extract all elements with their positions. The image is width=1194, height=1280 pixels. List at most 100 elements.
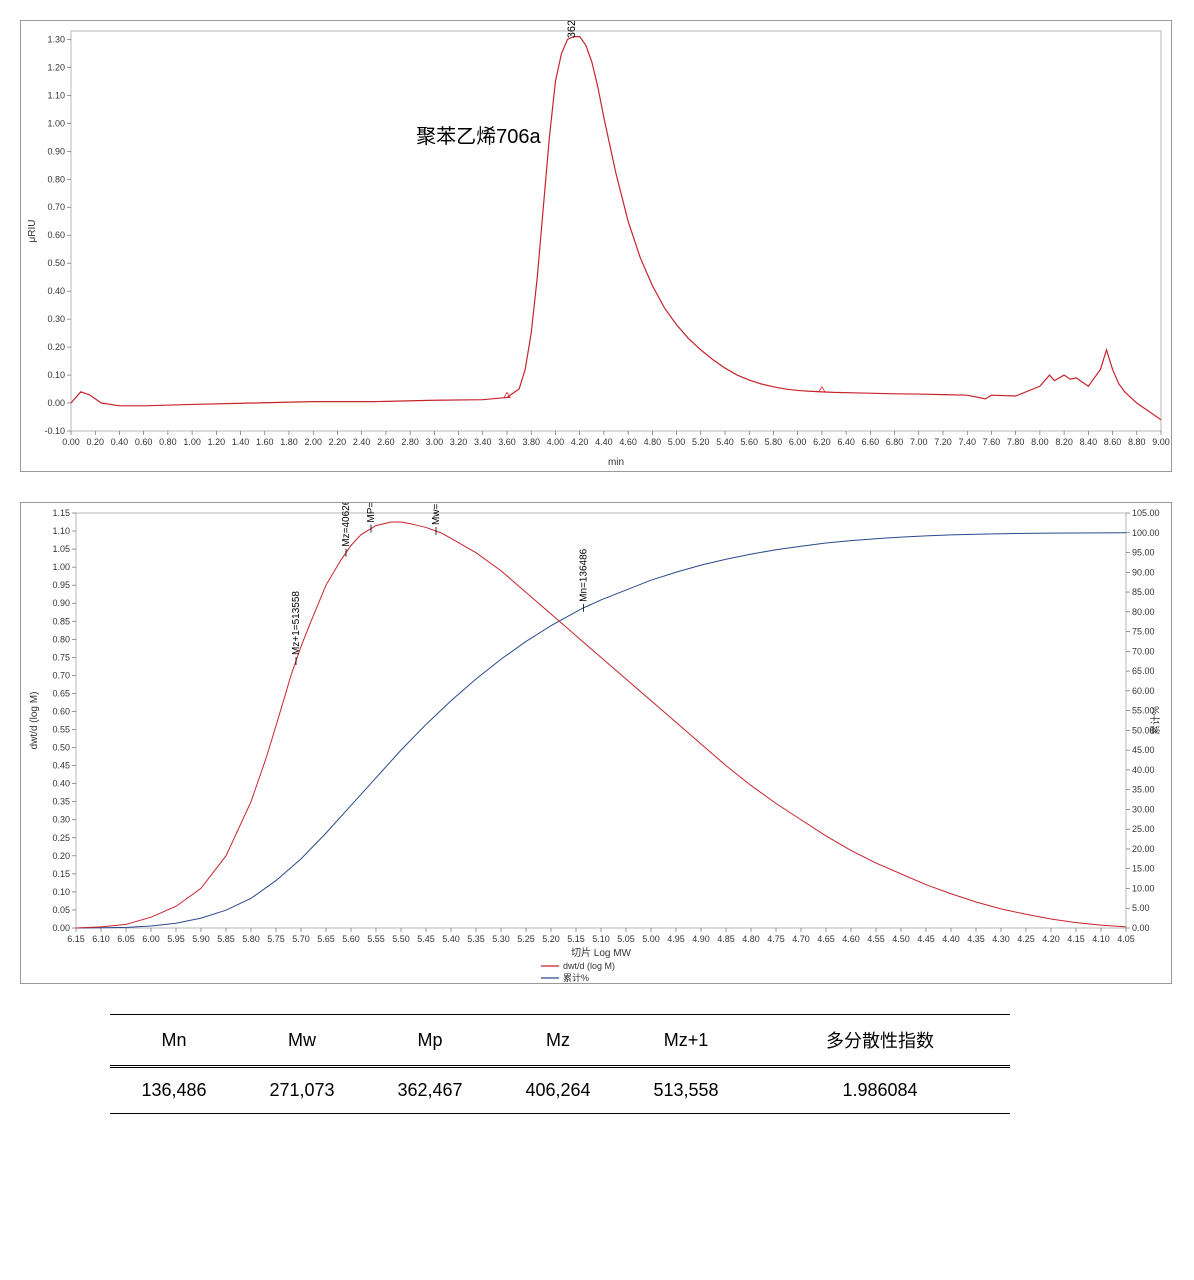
svg-text:0.60: 0.60 [52,706,70,716]
svg-text:4.60: 4.60 [619,437,637,447]
svg-text:6.40: 6.40 [837,437,855,447]
table-header-row: Mn Mw Mp Mz Mz+1 多分散性指数 [110,1015,1010,1067]
svg-text:4.40: 4.40 [595,437,613,447]
svg-text:3.60: 3.60 [498,437,516,447]
svg-text:5.35: 5.35 [467,934,485,944]
molecular-weight-distribution-chart: 0.000.050.100.150.200.250.300.350.400.45… [20,502,1172,984]
svg-text:7.60: 7.60 [983,437,1001,447]
col-mz: Mz [494,1015,622,1067]
svg-text:5.00: 5.00 [668,437,686,447]
svg-text:0.40: 0.40 [111,437,129,447]
svg-text:1.60: 1.60 [256,437,274,447]
svg-text:40.00: 40.00 [1132,765,1155,775]
svg-text:0.80: 0.80 [52,634,70,644]
svg-text:0.30: 0.30 [47,314,65,324]
svg-text:30.00: 30.00 [1132,804,1155,814]
svg-text:3.40: 3.40 [474,437,492,447]
cell-mw: 271,073 [238,1067,366,1114]
svg-text:8.20: 8.20 [1055,437,1073,447]
svg-text:8.00: 8.00 [1031,437,1049,447]
svg-text:dwt/d (log M): dwt/d (log M) [29,692,40,750]
cell-pdi: 1.986084 [750,1067,1010,1114]
svg-text:1.80: 1.80 [280,437,298,447]
cell-mz1: 513,558 [622,1067,750,1114]
svg-text:100.00: 100.00 [1132,528,1160,538]
svg-text:μRIU: μRIU [27,220,38,243]
svg-text:8.40: 8.40 [1080,437,1098,447]
svg-text:4.20: 4.20 [571,437,589,447]
svg-text:1.10: 1.10 [47,90,65,100]
svg-text:累计%: 累计% [1149,706,1162,735]
svg-text:1.30: 1.30 [47,34,65,44]
svg-text:4.00: 4.00 [547,437,565,447]
svg-text:9.00: 9.00 [1152,437,1170,447]
svg-text:1.20: 1.20 [47,62,65,72]
svg-text:7.80: 7.80 [1007,437,1025,447]
svg-text:5.60: 5.60 [740,437,758,447]
svg-text:1.00: 1.00 [47,118,65,128]
svg-text:5.95: 5.95 [167,934,185,944]
svg-text:5.60: 5.60 [342,934,360,944]
svg-text:10.00: 10.00 [1132,883,1155,893]
svg-text:聚苯乙烯706a: 聚苯乙烯706a [416,125,541,148]
svg-text:0.70: 0.70 [52,670,70,680]
svg-text:15.00: 15.00 [1132,864,1155,874]
svg-text:4.90: 4.90 [692,934,710,944]
svg-text:5.75: 5.75 [267,934,285,944]
svg-text:0.25: 0.25 [52,833,70,843]
svg-text:0.10: 0.10 [52,887,70,897]
svg-text:0.00: 0.00 [1132,923,1150,933]
svg-text:dwt/d (log M): dwt/d (log M) [563,961,615,971]
svg-text:5.05: 5.05 [617,934,635,944]
cell-mz: 406,264 [494,1067,622,1114]
svg-text:4.20: 4.20 [1042,934,1060,944]
svg-text:5.30: 5.30 [492,934,510,944]
svg-text:7.20: 7.20 [934,437,952,447]
svg-text:3.20: 3.20 [450,437,468,447]
svg-text:6.15: 6.15 [67,934,85,944]
svg-text:2.40: 2.40 [353,437,371,447]
svg-text:MP=362467: MP=362467 [366,503,377,523]
svg-text:1.20: 1.20 [208,437,226,447]
svg-text:3.00: 3.00 [426,437,444,447]
svg-text:Mz+1=513558: Mz+1=513558 [291,591,302,655]
col-mp: Mp [366,1015,494,1067]
svg-text:5.55: 5.55 [367,934,385,944]
table-row: 136,486 271,073 362,467 406,264 513,558 … [110,1067,1010,1114]
svg-text:2.20: 2.20 [329,437,347,447]
svg-text:75.00: 75.00 [1132,627,1155,637]
col-mz1: Mz+1 [622,1015,750,1067]
svg-text:0.05: 0.05 [52,905,70,915]
svg-text:4.55: 4.55 [867,934,885,944]
svg-text:0.80: 0.80 [47,174,65,184]
svg-text:0.15: 0.15 [52,869,70,879]
svg-text:65.00: 65.00 [1132,666,1155,676]
svg-text:0.90: 0.90 [52,598,70,608]
svg-text:5.50: 5.50 [392,934,410,944]
svg-text:4.50: 4.50 [892,934,910,944]
svg-text:85.00: 85.00 [1132,587,1155,597]
svg-text:0.50: 0.50 [52,743,70,753]
svg-text:0.70: 0.70 [47,202,65,212]
svg-text:7.00: 7.00 [910,437,928,447]
svg-text:4.65: 4.65 [817,934,835,944]
svg-text:5.00: 5.00 [642,934,660,944]
svg-text:4.35: 4.35 [967,934,985,944]
svg-text:1.15: 1.15 [52,508,70,518]
svg-text:0.55: 0.55 [52,725,70,735]
svg-text:5.90: 5.90 [192,934,210,944]
svg-text:45.00: 45.00 [1132,745,1155,755]
svg-text:0.10: 0.10 [47,370,65,380]
svg-text:80.00: 80.00 [1132,607,1155,617]
svg-text:4.80: 4.80 [644,437,662,447]
svg-text:0.45: 0.45 [52,761,70,771]
svg-text:0.65: 0.65 [52,688,70,698]
svg-text:累计%: 累计% [563,972,589,983]
svg-text:0.95: 0.95 [52,580,70,590]
svg-text:60.00: 60.00 [1132,686,1155,696]
svg-text:5.25: 5.25 [517,934,535,944]
svg-text:-0.10: -0.10 [44,426,65,436]
svg-text:4.60: 4.60 [842,934,860,944]
svg-text:70.00: 70.00 [1132,646,1155,656]
svg-text:6.60: 6.60 [862,437,880,447]
